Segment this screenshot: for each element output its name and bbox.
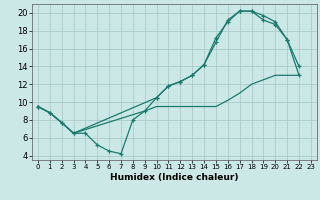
X-axis label: Humidex (Indice chaleur): Humidex (Indice chaleur) (110, 173, 239, 182)
